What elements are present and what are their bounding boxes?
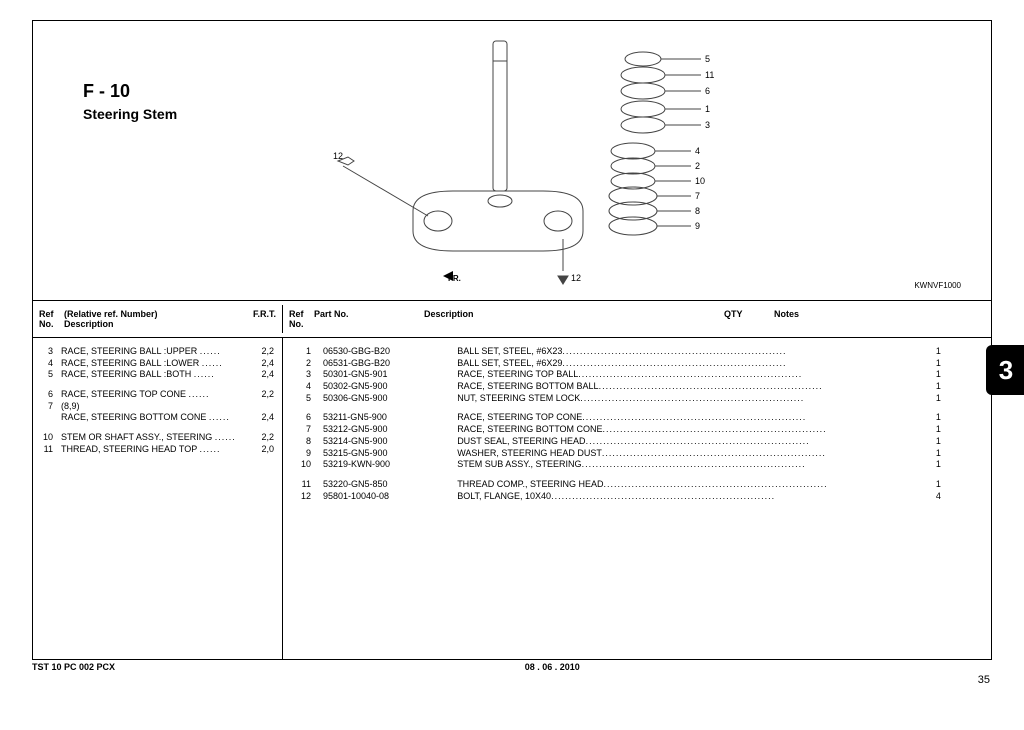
fr-label: FR. bbox=[448, 274, 461, 283]
callout-4: 4 bbox=[695, 146, 700, 156]
table-header: RefNo. (Relative ref. Number)Description… bbox=[33, 301, 991, 338]
hdr-left-ref: RefNo. bbox=[39, 309, 64, 329]
rel-ref-row: RACE, STEERING BOTTOM CONE ......2,4 bbox=[39, 412, 276, 424]
rel-ref-row: 7(8,9) bbox=[39, 401, 276, 413]
hdr-part: Part No. bbox=[314, 309, 424, 329]
part-row: 753212-GN5-900RACE, STEERING BOTTOM CONE… bbox=[289, 424, 985, 436]
hdr-desc: Description bbox=[424, 309, 724, 329]
part-row: 953215-GN5-900WASHER, STEERING HEAD DUST… bbox=[289, 448, 985, 460]
callout-1: 1 bbox=[705, 104, 710, 114]
callout-8: 8 bbox=[695, 206, 700, 216]
part-row: 450302-GN5-900RACE, STEERING BOTTOM BALL… bbox=[289, 381, 985, 393]
hdr-left-desc: (Relative ref. Number)Description bbox=[64, 309, 241, 329]
diagram-area: F - 10 Steering Stem bbox=[33, 21, 991, 301]
rel-ref-row: 4RACE, STEERING BALL :LOWER ......2,4 bbox=[39, 358, 276, 370]
rel-ref-row: 6RACE, STEERING TOP CONE ......2,2 bbox=[39, 389, 276, 401]
callout-12b: 12 bbox=[571, 273, 581, 283]
rel-ref-row: 3RACE, STEERING BALL :UPPER ......2,2 bbox=[39, 346, 276, 358]
relative-ref-list: 3RACE, STEERING BALL :UPPER ......2,24RA… bbox=[33, 338, 283, 660]
title-block: F - 10 Steering Stem bbox=[83, 81, 177, 122]
title-sub: Steering Stem bbox=[83, 106, 177, 122]
rel-ref-row: 5RACE, STEERING BALL :BOTH ......2,4 bbox=[39, 369, 276, 381]
steering-stem-diagram: 5 11 6 1 3 4 2 10 7 8 9 12 12 FR. bbox=[313, 31, 793, 291]
page-number: 35 bbox=[978, 674, 990, 686]
callout-10: 10 bbox=[695, 176, 705, 186]
rel-ref-row: 10STEM OR SHAFT ASSY., STEERING ......2,… bbox=[39, 432, 276, 444]
diagram-code: KWNVF1000 bbox=[914, 281, 961, 290]
hdr-left-frt: F.R.T. bbox=[241, 309, 276, 329]
parts-list: 106530-GBG-B20BALL SET, STEEL, #6X23....… bbox=[283, 338, 991, 660]
callout-7: 7 bbox=[695, 191, 700, 201]
table-body: 3RACE, STEERING BALL :UPPER ......2,24RA… bbox=[33, 338, 991, 660]
page-footer: TST 10 PC 002 PCX 08 . 06 . 2010 bbox=[32, 662, 992, 672]
part-row: 106530-GBG-B20BALL SET, STEEL, #6X23....… bbox=[289, 346, 985, 358]
rel-ref-row: 11THREAD, STEERING HEAD TOP ......2,0 bbox=[39, 444, 276, 456]
callout-9: 9 bbox=[695, 221, 700, 231]
callout-12a: 12 bbox=[333, 151, 343, 161]
part-row: 206531-GBG-B20BALL SET, STEEL, #6X29....… bbox=[289, 358, 985, 370]
part-row bbox=[289, 404, 985, 412]
page-frame: F - 10 Steering Stem bbox=[32, 20, 992, 660]
rel-ref-row bbox=[39, 424, 276, 432]
callout-6: 6 bbox=[705, 86, 710, 96]
footer-left: TST 10 PC 002 PCX bbox=[32, 662, 115, 672]
hdr-qty: QTY bbox=[724, 309, 774, 329]
part-row: 350301-GN5-901RACE, STEERING TOP BALL...… bbox=[289, 369, 985, 381]
hdr-notes: Notes bbox=[774, 309, 985, 329]
part-row: 653211-GN5-900RACE, STEERING TOP CONE...… bbox=[289, 412, 985, 424]
callout-2: 2 bbox=[695, 161, 700, 171]
rel-ref-row bbox=[39, 381, 276, 389]
callout-3: 3 bbox=[705, 120, 710, 130]
footer-center: 08 . 06 . 2010 bbox=[525, 662, 580, 672]
callout-5: 5 bbox=[705, 54, 710, 64]
callout-11: 11 bbox=[705, 70, 714, 80]
title-main: F - 10 bbox=[83, 81, 177, 102]
footer-right bbox=[989, 662, 992, 672]
part-row: 853214-GN5-900DUST SEAL, STEERING HEAD..… bbox=[289, 436, 985, 448]
part-row: 550306-GN5-900NUT, STEERING STEM LOCK...… bbox=[289, 393, 985, 405]
hdr-ref: RefNo. bbox=[289, 309, 314, 329]
part-row bbox=[289, 471, 985, 479]
part-row: 1295801-10040-08BOLT, FLANGE, 10X40.....… bbox=[289, 491, 985, 503]
section-tab: 3 bbox=[986, 345, 1024, 395]
part-row: 1053219-KWN-900STEM SUB ASSY., STEERING.… bbox=[289, 459, 985, 471]
part-row: 1153220-GN5-850THREAD COMP., STEERING HE… bbox=[289, 479, 985, 491]
